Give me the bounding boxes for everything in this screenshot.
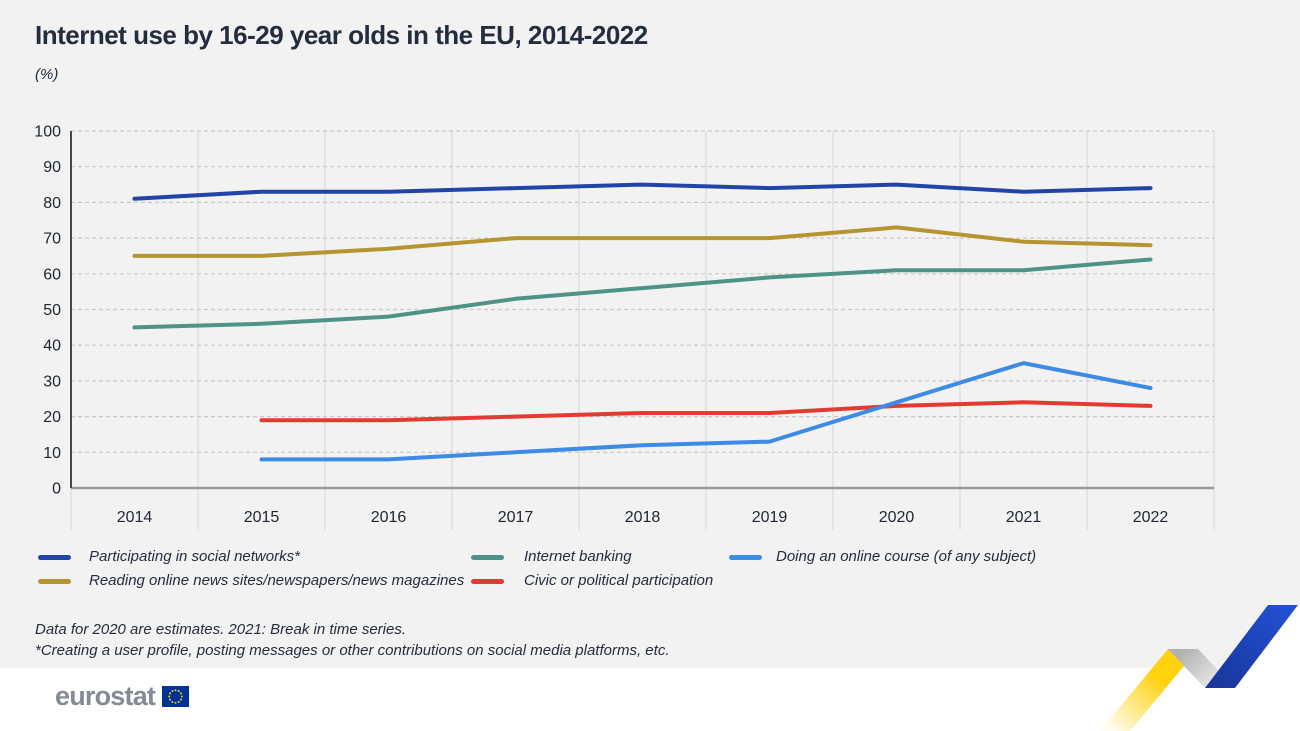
eu-flag-star	[180, 692, 183, 695]
eu-flag-star	[177, 690, 180, 693]
legend-label-internet-banking: Internet banking	[524, 548, 632, 565]
footnote-definition: *Creating a user profile, posting messag…	[35, 642, 670, 659]
eurostat-logo: eurostat	[55, 681, 190, 711]
eu-flag-star	[174, 701, 177, 704]
legend-label-social-networks: Participating in social networks*	[89, 548, 300, 565]
eu-flag-star	[168, 695, 171, 698]
chart-unit-subtitle: (%)	[35, 66, 59, 83]
legend-swatch-social-networks	[38, 555, 71, 560]
legend-swatch-internet-banking	[471, 555, 504, 560]
ribbon-white-cutout	[1250, 605, 1300, 668]
eu-flag-star	[180, 695, 183, 698]
ribbon-blue-band	[1205, 605, 1298, 688]
legend-swatch-online-news	[38, 579, 71, 584]
eu-flag-star	[169, 692, 172, 695]
legend-label-online-course: Doing an online course (of any subject)	[776, 548, 1037, 565]
footnote-estimates: Data for 2020 are estimates. 2021: Break…	[35, 621, 407, 638]
eu-flag-star	[171, 690, 174, 693]
zigzag-ribbon-decoration-icon	[1100, 605, 1300, 731]
legend-swatch-online-course	[729, 555, 762, 560]
legend-label-civic-participation: Civic or political participation	[524, 572, 714, 589]
page-title: Internet use by 16-29 year olds in the E…	[35, 20, 648, 50]
eurostat-logo-text: eurostat	[55, 681, 156, 711]
eu-flag-star	[177, 700, 180, 703]
eu-flag-star	[171, 700, 174, 703]
content-panel	[0, 0, 1300, 668]
eu-flag-star	[169, 698, 172, 701]
ribbon-yellow-band	[1100, 649, 1198, 731]
eu-flag-star	[180, 698, 183, 701]
eu-flag-star	[174, 689, 177, 692]
legend-swatch-civic-participation	[471, 579, 504, 584]
legend-label-online-news: Reading online news sites/newspapers/new…	[89, 572, 465, 589]
eu-flag-icon	[162, 686, 190, 707]
